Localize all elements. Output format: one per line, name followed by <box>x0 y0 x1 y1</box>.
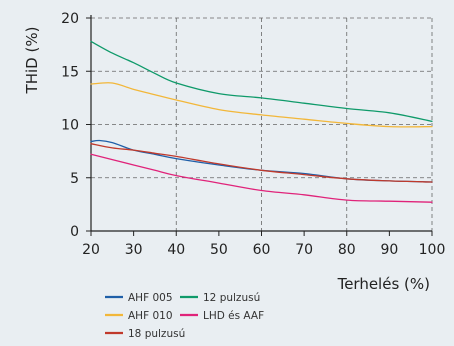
y-tick-label: 10 <box>61 118 79 134</box>
y-axis-label: THiD (%) <box>23 27 41 95</box>
x-tick-label: 50 <box>210 242 228 258</box>
x-axis-label: Terhelés (%) <box>337 275 430 293</box>
x-tick-label: 40 <box>167 242 185 258</box>
x-tick-label: 20 <box>82 242 100 258</box>
x-tick-label: 90 <box>380 242 398 258</box>
labels-layer: THiD (%) Terhelés (%) <box>23 27 430 293</box>
series-line-18-pulzus- <box>90 143 433 183</box>
x-tick-label: 100 <box>419 242 446 258</box>
y-tick-label: 5 <box>70 171 79 187</box>
legend-label-ahf-010: AHF 010 <box>128 310 173 322</box>
grid-layer <box>91 17 433 231</box>
x-tick-label: 70 <box>295 242 313 258</box>
series-layer <box>90 40 433 203</box>
x-tick-label: 60 <box>253 242 271 258</box>
y-tick-label: 20 <box>61 11 79 27</box>
legend-label-lhd-s-aaf: LHD és AAF <box>203 310 264 322</box>
x-tick-label: 80 <box>338 242 356 258</box>
legend-label-ahf-005: AHF 005 <box>128 292 173 304</box>
legend-label-12-pulzus-: 12 pulzusú <box>203 292 260 304</box>
series-line-ahf-010 <box>90 82 433 128</box>
y-tick-label: 15 <box>61 64 79 80</box>
x-tick-label: 30 <box>125 242 143 258</box>
series-line-12-pulzus- <box>90 40 433 122</box>
series-line-lhd-s-aaf <box>90 153 433 203</box>
legend-label-18-pulzus-: 18 pulzusú <box>128 328 185 340</box>
y-tick-label: 0 <box>70 224 79 240</box>
legend: AHF 005 12 pulzusú AHF 010 LHD és AAF 18 pul… <box>105 292 264 340</box>
axes-layer: 0 5 10 15 20 20 30 40 50 60 70 80 90 100 <box>61 11 445 258</box>
